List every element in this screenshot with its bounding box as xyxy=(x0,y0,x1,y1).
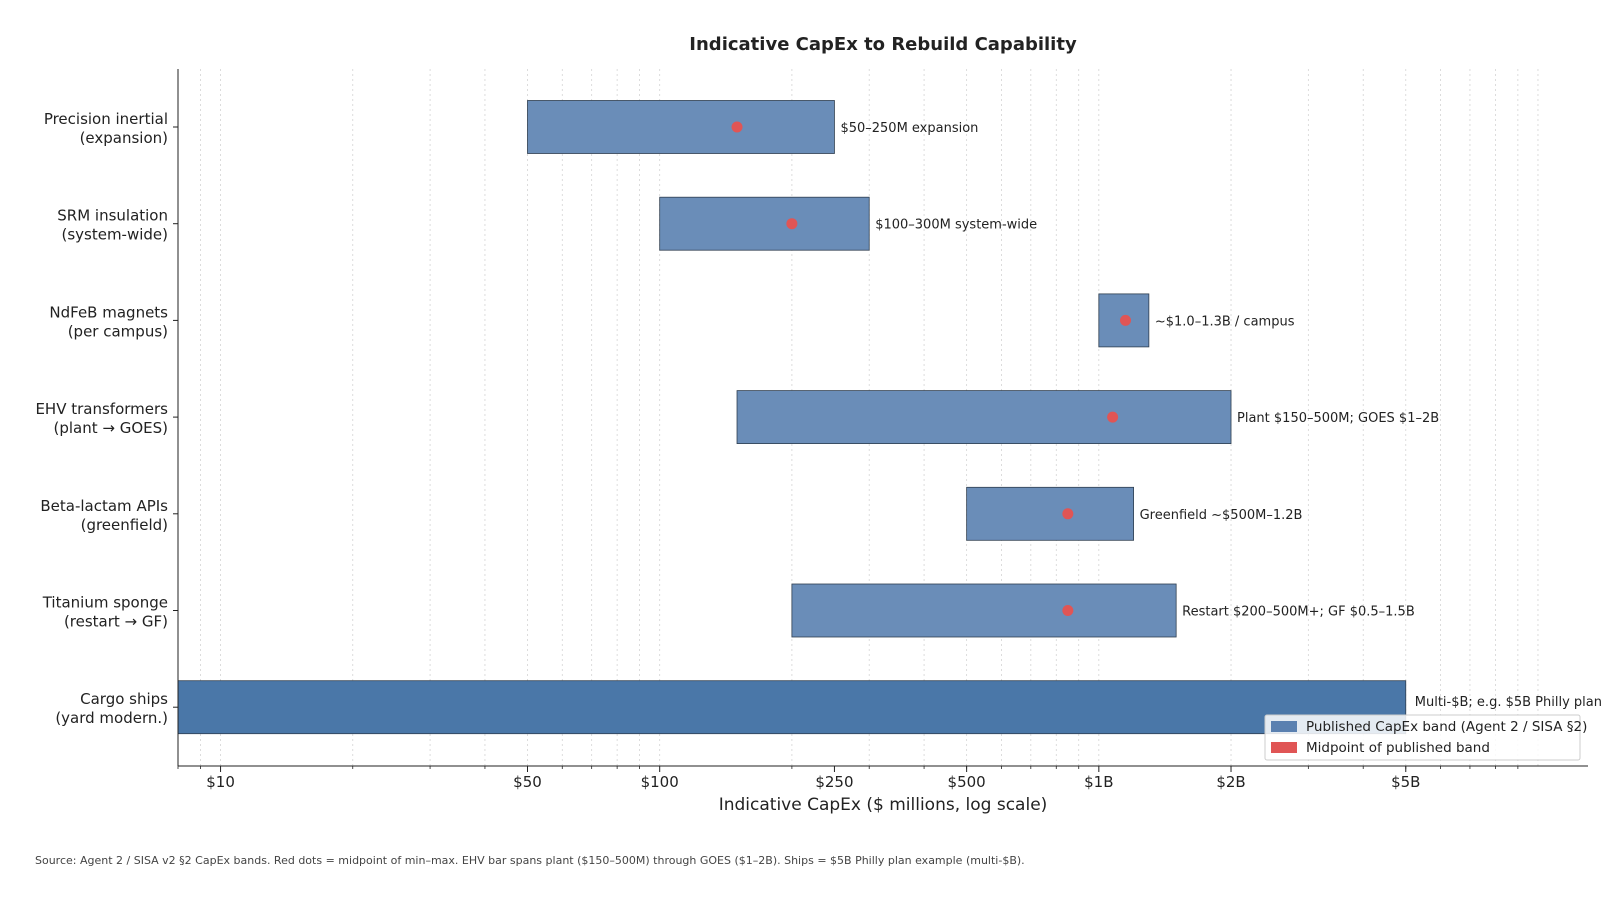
category-label: SRM insulation xyxy=(57,207,168,225)
category-label: (greenfield) xyxy=(81,516,168,534)
legend-label-band: Published CapEx band (Agent 2 / SISA §2) xyxy=(1306,719,1587,735)
bar-annotation: $50–250M expansion xyxy=(840,121,978,136)
bar-annotation: Multi-$B; e.g. $5B Philly plan xyxy=(1415,695,1602,710)
x-tick-label: $2B xyxy=(1216,773,1245,791)
x-tick-label: $100 xyxy=(641,773,679,791)
capex-bar xyxy=(966,486,1134,541)
capex-bar xyxy=(659,196,870,251)
category-label: (per campus) xyxy=(68,322,168,340)
x-tick-label: $500 xyxy=(948,773,986,791)
category-label: Beta-lactam APIs xyxy=(40,497,168,515)
source-note: Source: Agent 2 / SISA v2 §2 CapEx bands… xyxy=(35,854,1025,867)
category-label: Precision inertial xyxy=(44,110,168,128)
bar-annotation: $100–300M system-wide xyxy=(875,218,1037,233)
midpoint-dot xyxy=(731,121,743,133)
category-label: Cargo ships xyxy=(80,690,168,708)
bar-annotation: ~$1.0–1.3B / campus xyxy=(1155,314,1295,329)
legend-box xyxy=(1264,714,1581,761)
bars-layer xyxy=(177,100,1407,735)
midpoint-dot xyxy=(1119,314,1131,326)
category-label: (plant → GOES) xyxy=(53,419,168,437)
legend: Published CapEx band (Agent 2 / SISA §2)… xyxy=(1264,714,1587,761)
x-tick-label: $1B xyxy=(1084,773,1113,791)
labels-layer: $50–250M expansion Precision inertial(exp… xyxy=(35,110,1602,791)
bar-annotation: Plant $150–500M; GOES $1–2B xyxy=(1237,411,1439,426)
x-tick-label: $250 xyxy=(815,773,853,791)
legend-swatch-band xyxy=(1271,721,1297,732)
midpoint-dot xyxy=(1062,508,1074,520)
bar-annotation: Greenfield ~$500M–1.2B xyxy=(1140,508,1303,523)
midpoint-dot xyxy=(786,218,798,230)
category-label: Titanium sponge xyxy=(42,594,168,612)
category-label: (restart → GF) xyxy=(64,613,168,631)
midpoint-dot xyxy=(1107,411,1119,423)
x-axis-label: Indicative CapEx ($ millions, log scale) xyxy=(719,795,1048,815)
capex-bar xyxy=(177,680,1407,735)
capex-bar xyxy=(791,583,1177,638)
category-label: NdFeB magnets xyxy=(49,303,168,321)
legend-label-midpoint: Midpoint of published band xyxy=(1306,740,1490,756)
legend-swatch-midpoint xyxy=(1271,742,1297,753)
capex-bar xyxy=(527,100,835,154)
grid-layer xyxy=(177,69,1539,766)
chart-title: Indicative CapEx to Rebuild Capability xyxy=(689,34,1077,55)
category-label: (yard modern.) xyxy=(55,709,168,727)
x-tick-label: $10 xyxy=(206,773,235,791)
category-label: EHV transformers xyxy=(35,400,168,418)
category-label: (system-wide) xyxy=(61,226,168,244)
x-tick-label: $5B xyxy=(1391,773,1420,791)
category-label: (expansion) xyxy=(80,129,168,147)
x-tick-label: $50 xyxy=(513,773,542,791)
capex-bar xyxy=(736,390,1232,445)
midpoint-dot xyxy=(1062,605,1074,616)
bar-annotation: Restart $200–500M+; GF $0.5–1.5B xyxy=(1182,605,1415,620)
